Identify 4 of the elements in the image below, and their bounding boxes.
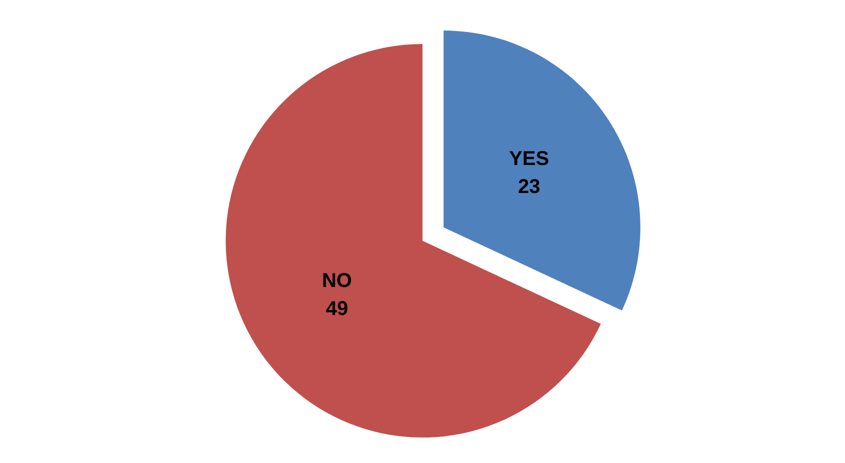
slice-label: NO [322, 270, 352, 292]
data-label: 23 [518, 176, 540, 198]
data-label: 49 [326, 298, 348, 320]
slice-label: YES [509, 148, 550, 170]
